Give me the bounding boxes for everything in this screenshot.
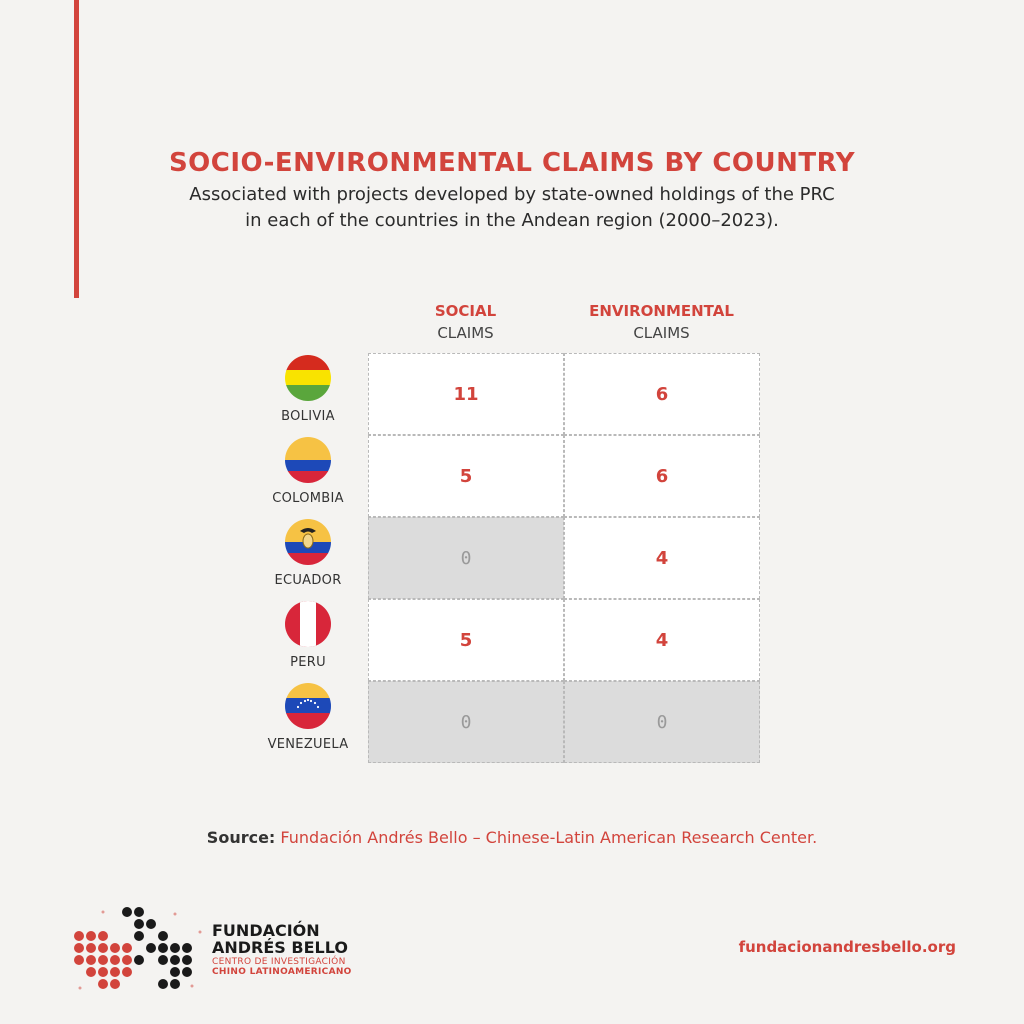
org-subtitle-line-2: CHINO LATINOAMERICANO <box>212 967 352 977</box>
data-label: 6 <box>655 383 669 405</box>
org-subtitle-line-1: CENTRO DE INVESTIGACIÓN <box>212 957 346 967</box>
country-name: BOLIVIA <box>281 409 335 424</box>
peru-flag-icon <box>285 601 331 647</box>
column-header-social-bottom: CLAIMS <box>437 324 494 342</box>
website-link[interactable]: fundacionandresbello.org <box>738 938 956 956</box>
chart-title: SOCIO-ENVIRONMENTAL CLAIMS BY COUNTRY <box>168 148 856 178</box>
country-peru: PERU <box>258 599 358 681</box>
country-list: BOLIVIA COLOMBIA ECUADOR PERU VENEZUELA <box>258 353 358 763</box>
country-colombia: COLOMBIA <box>258 435 358 517</box>
cell-peru-social: 5 <box>368 599 564 681</box>
cell-colombia-social: 5 <box>368 435 564 517</box>
country-name: PERU <box>290 655 326 670</box>
colombia-flag-icon <box>285 437 331 483</box>
cell-bolivia-social: 11 <box>368 353 564 435</box>
org-name: FUNDACIÓN ANDRÉS BELLO <box>212 922 348 956</box>
cell-colombia-environmental: 6 <box>564 435 760 517</box>
data-label: 0 <box>656 711 668 733</box>
column-header-environmental-top: ENVIRONMENTAL <box>589 302 734 320</box>
column-header-social-top: SOCIAL <box>434 302 497 320</box>
cell-ecuador-environmental: 4 <box>564 517 760 599</box>
claims-table: 11 6 5 6 0 4 5 4 0 0 <box>368 353 760 763</box>
cell-bolivia-environmental: 6 <box>564 353 760 435</box>
country-bolivia: BOLIVIA <box>258 353 358 435</box>
country-venezuela: VENEZUELA <box>258 681 358 763</box>
data-label: 0 <box>460 711 472 733</box>
data-label: 6 <box>655 465 669 487</box>
venezuela-flag-icon <box>285 683 331 729</box>
column-header-social: SOCIAL CLAIMS <box>368 300 563 344</box>
data-label: 5 <box>459 465 473 487</box>
data-label: 5 <box>459 629 473 651</box>
org-subtitle: CENTRO DE INVESTIGACIÓN CHINO LATINOAMER… <box>212 957 352 977</box>
country-name: VENEZUELA <box>267 737 349 752</box>
subtitle-line-2: in each of the countries in the Andean r… <box>245 210 779 231</box>
source-note: Source: Fundación Andrés Bello – Chinese… <box>0 828 1024 847</box>
cell-venezuela-social: 0 <box>368 681 564 763</box>
subtitle-line-1: Associated with projects developed by st… <box>189 184 835 205</box>
source-text: Fundación Andrés Bello – Chinese-Latin A… <box>280 828 818 847</box>
foundation-logo-icon <box>74 907 202 990</box>
chart-subtitle: Associated with projects developed by st… <box>0 182 1024 234</box>
country-name: COLOMBIA <box>272 491 344 506</box>
cell-peru-environmental: 4 <box>564 599 760 681</box>
data-label: 11 <box>453 383 479 405</box>
bolivia-flag-icon <box>285 355 331 401</box>
data-label: 0 <box>460 547 472 569</box>
org-name-line-2: ANDRÉS BELLO <box>212 938 348 957</box>
cell-ecuador-social: 0 <box>368 517 564 599</box>
column-header-environmental-bottom: CLAIMS <box>633 324 690 342</box>
data-label: 4 <box>655 629 669 651</box>
org-name-line-1: FUNDACIÓN <box>212 921 320 940</box>
country-name: ECUADOR <box>274 573 342 588</box>
accent-bar <box>74 0 79 298</box>
column-header-environmental: ENVIRONMENTAL CLAIMS <box>564 300 759 344</box>
data-label: 4 <box>655 547 669 569</box>
country-ecuador: ECUADOR <box>258 517 358 599</box>
cell-venezuela-environmental: 0 <box>564 681 760 763</box>
source-label: Source: <box>206 828 276 847</box>
ecuador-flag-icon <box>285 519 331 565</box>
